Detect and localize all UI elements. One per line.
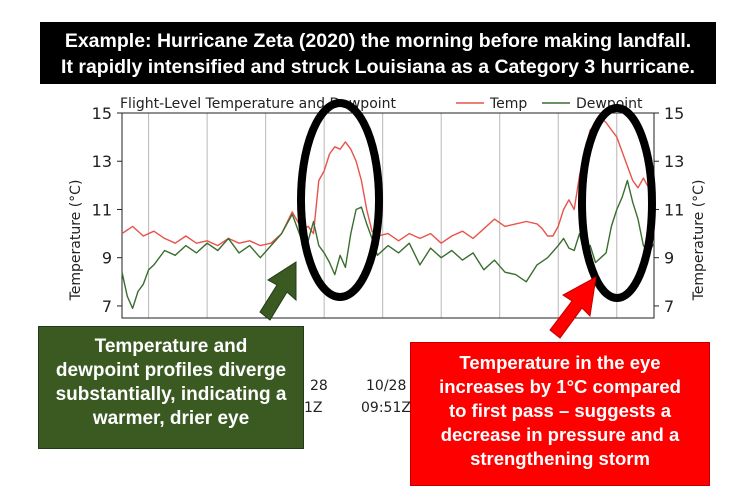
y-tick-label-right-0: 7 <box>664 297 674 316</box>
callout-eye-line-3: to first pass – suggests a <box>448 400 672 421</box>
callout-eye-line-5: strengthening storm <box>470 448 650 469</box>
y-tick-label-right-1: 9 <box>664 249 674 268</box>
callout-eye-line-2: increases by 1°C compared <box>439 376 681 397</box>
eye-highlight-ellipse-second-pass <box>578 104 656 302</box>
banner-line-2: It rapidly intensified and struck Louisi… <box>61 56 695 78</box>
y-axis-left: 7 9 11 13 15 <box>92 104 122 316</box>
banner-line-1: Example: Hurricane Zeta (2020) the morni… <box>64 30 692 52</box>
y-tick-label-left-4: 15 <box>92 104 112 123</box>
legend-temp-label: Temp <box>489 96 527 112</box>
y-tick-label-right-4: 15 <box>664 104 684 123</box>
y-tick-label-right-2: 11 <box>664 200 684 219</box>
legend: Temp Dewpoint <box>456 96 643 112</box>
x-tick-2-time: 09:51Z <box>361 400 411 416</box>
callout-diverge-line-4: warmer, drier eye <box>92 408 250 429</box>
x-tick-1-time: 1Z <box>304 400 323 416</box>
callout-diverge-line-2: dewpoint profiles diverge <box>55 360 287 381</box>
x-tick-2-date: 10/28 <box>366 378 406 394</box>
series-line-temp <box>121 117 655 247</box>
callout-diverge-line-1: Temperature and <box>94 336 248 357</box>
grid-lines <box>148 113 618 318</box>
y-axis-right: 7 9 11 13 15 <box>654 104 684 316</box>
callout-eye-line-4: decrease in pressure and a <box>440 424 680 445</box>
callout-eye-line-1: Temperature in the eye <box>459 352 661 373</box>
green-arrow <box>259 261 297 321</box>
y-tick-label-left-3: 13 <box>92 152 112 171</box>
plot-frame <box>121 112 655 319</box>
y-tick-label-left-2: 11 <box>92 200 112 219</box>
y-axis-label-right: Temperature (°C) <box>691 180 707 302</box>
y-tick-label-left-0: 7 <box>102 297 112 316</box>
callout-diverge: Temperature and dewpoint profiles diverg… <box>38 326 304 449</box>
y-axis-label-left: Temperature (°C) <box>68 180 84 302</box>
series-lines <box>121 117 655 310</box>
title-banner: Example: Hurricane Zeta (2020) the morni… <box>40 22 716 84</box>
callout-eye-warming: Temperature in the eye increases by 1°C … <box>410 342 710 486</box>
x-tick-labels: 28 1Z 10/28 09:51Z <box>304 378 411 416</box>
red-arrow <box>549 276 597 339</box>
y-tick-label-left-1: 9 <box>102 249 112 268</box>
eye-highlight-ellipse-first-pass <box>297 99 383 301</box>
y-tick-label-right-3: 13 <box>664 152 684 171</box>
callout-diverge-line-3: substantially, indicating a <box>55 384 287 405</box>
series-line-dewpoint <box>121 179 655 310</box>
x-tick-1-date: 28 <box>310 378 328 394</box>
